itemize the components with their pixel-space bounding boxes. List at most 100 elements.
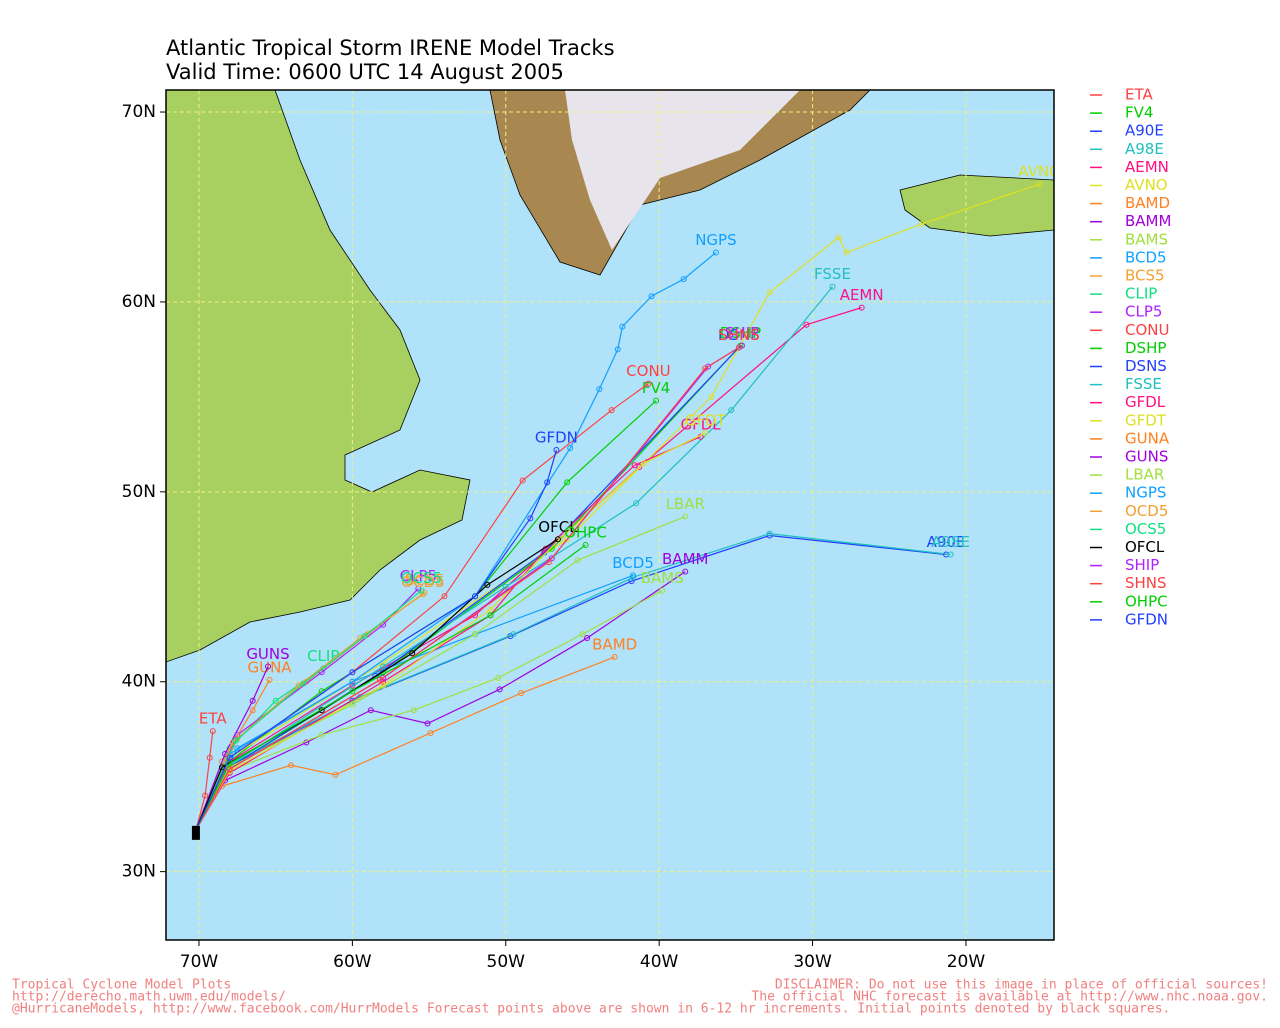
legend-label: CLP5 — [1125, 303, 1162, 321]
track-point — [472, 593, 479, 600]
track-point — [288, 762, 295, 769]
y-tick-label: 40N — [122, 672, 156, 692]
track-point — [419, 591, 426, 598]
track-label: A98E — [931, 533, 970, 551]
track-point — [835, 234, 842, 241]
model-track — [195, 252, 717, 831]
track-point — [630, 572, 637, 579]
track-point — [858, 304, 865, 311]
legend-label: BAMM — [1125, 212, 1171, 230]
track-point — [705, 363, 712, 370]
model-track — [195, 183, 1040, 831]
track-point — [545, 559, 552, 566]
track-label: BAMS — [641, 569, 684, 587]
legend-label: CONU — [1125, 321, 1169, 339]
model-track — [195, 346, 740, 831]
model-track — [195, 538, 559, 831]
track-point — [640, 460, 647, 467]
model-track — [195, 449, 557, 831]
track-point — [265, 663, 272, 670]
track-point — [487, 612, 494, 619]
track-point — [630, 574, 637, 581]
track-point — [918, 221, 925, 228]
track-label: SHIP — [725, 324, 759, 342]
x-tick-label: 50W — [487, 952, 526, 972]
track-point — [766, 530, 773, 537]
track-point — [226, 754, 233, 761]
track-label: DSNS — [718, 326, 760, 344]
track-point — [803, 321, 810, 328]
track-point — [554, 536, 561, 543]
track-point — [502, 583, 509, 590]
footer-text: http://derecho.math.uwm.edu/models/ — [12, 990, 286, 1005]
track-point — [415, 585, 422, 592]
track-point — [567, 445, 574, 452]
legend-label: GUNA — [1125, 429, 1170, 447]
legend-label: BAMS — [1125, 230, 1168, 248]
track-point — [272, 697, 279, 704]
track-point — [579, 631, 586, 638]
legend-label: FV4 — [1125, 104, 1153, 122]
track-label: FSSE — [814, 265, 851, 283]
model-track — [195, 544, 586, 831]
x-tick-label: 40W — [640, 952, 679, 972]
track-point — [596, 386, 603, 393]
track-point — [680, 276, 687, 283]
track-label: GFDN — [535, 429, 578, 447]
track-point — [614, 346, 621, 353]
track-point — [376, 676, 383, 683]
legend-label: AEMN — [1125, 158, 1169, 176]
track-point — [584, 635, 591, 642]
track-label: BCS5 — [405, 571, 445, 589]
track-point — [608, 407, 615, 414]
model-track — [195, 731, 214, 831]
track-point — [829, 283, 836, 290]
legend-label: NGPS — [1125, 484, 1166, 502]
track-point — [349, 688, 356, 695]
y-tick-label: 70N — [122, 102, 156, 122]
initial-point — [191, 825, 200, 840]
chart-subtitle: Valid Time: 0600 UTC 14 August 2005 — [166, 60, 564, 84]
legend-label: BCD5 — [1125, 248, 1167, 266]
track-label: AEMN — [840, 286, 884, 304]
legend-label: GFDL — [1125, 393, 1166, 411]
map-background — [166, 90, 1054, 940]
track-point — [300, 680, 307, 687]
track-point — [349, 682, 356, 689]
legend-label: SHNS — [1125, 574, 1167, 592]
footer-text: DISCLAIMER: Do not use this image in pla… — [775, 978, 1268, 993]
legend-label: OFCL — [1125, 538, 1165, 556]
legend-label: A98E — [1125, 140, 1164, 158]
track-point — [361, 633, 368, 640]
x-tick-label: 20W — [947, 952, 986, 972]
model-track — [195, 571, 686, 831]
track-point — [218, 764, 225, 771]
track-label: SHNS — [718, 326, 760, 344]
legend-label: DSHP — [1125, 339, 1166, 357]
x-tick-label: 30W — [793, 952, 832, 972]
track-point — [682, 568, 689, 575]
greenland-ice — [565, 90, 800, 250]
track-point — [631, 462, 638, 469]
model-track — [195, 286, 833, 831]
track-point — [553, 447, 560, 454]
track-label: GUNS — [246, 645, 289, 663]
legend-label: A90E — [1125, 122, 1164, 140]
track-point — [735, 344, 742, 351]
track-point — [548, 555, 555, 562]
legend-label: AVNO — [1125, 176, 1168, 194]
model-track — [195, 515, 686, 831]
track-point — [766, 289, 773, 296]
track-point — [582, 542, 589, 549]
track-point — [619, 323, 626, 330]
track-label: FV4 — [642, 379, 670, 397]
track-point — [633, 500, 640, 507]
track-label: CONU — [626, 362, 670, 380]
track-point — [1036, 181, 1043, 188]
model-track — [195, 666, 269, 831]
footer-text: Tropical Cyclone Model Plots — [12, 978, 231, 993]
legend-label: DSNS — [1125, 357, 1167, 375]
model-track — [195, 432, 706, 831]
track-point — [702, 429, 709, 436]
